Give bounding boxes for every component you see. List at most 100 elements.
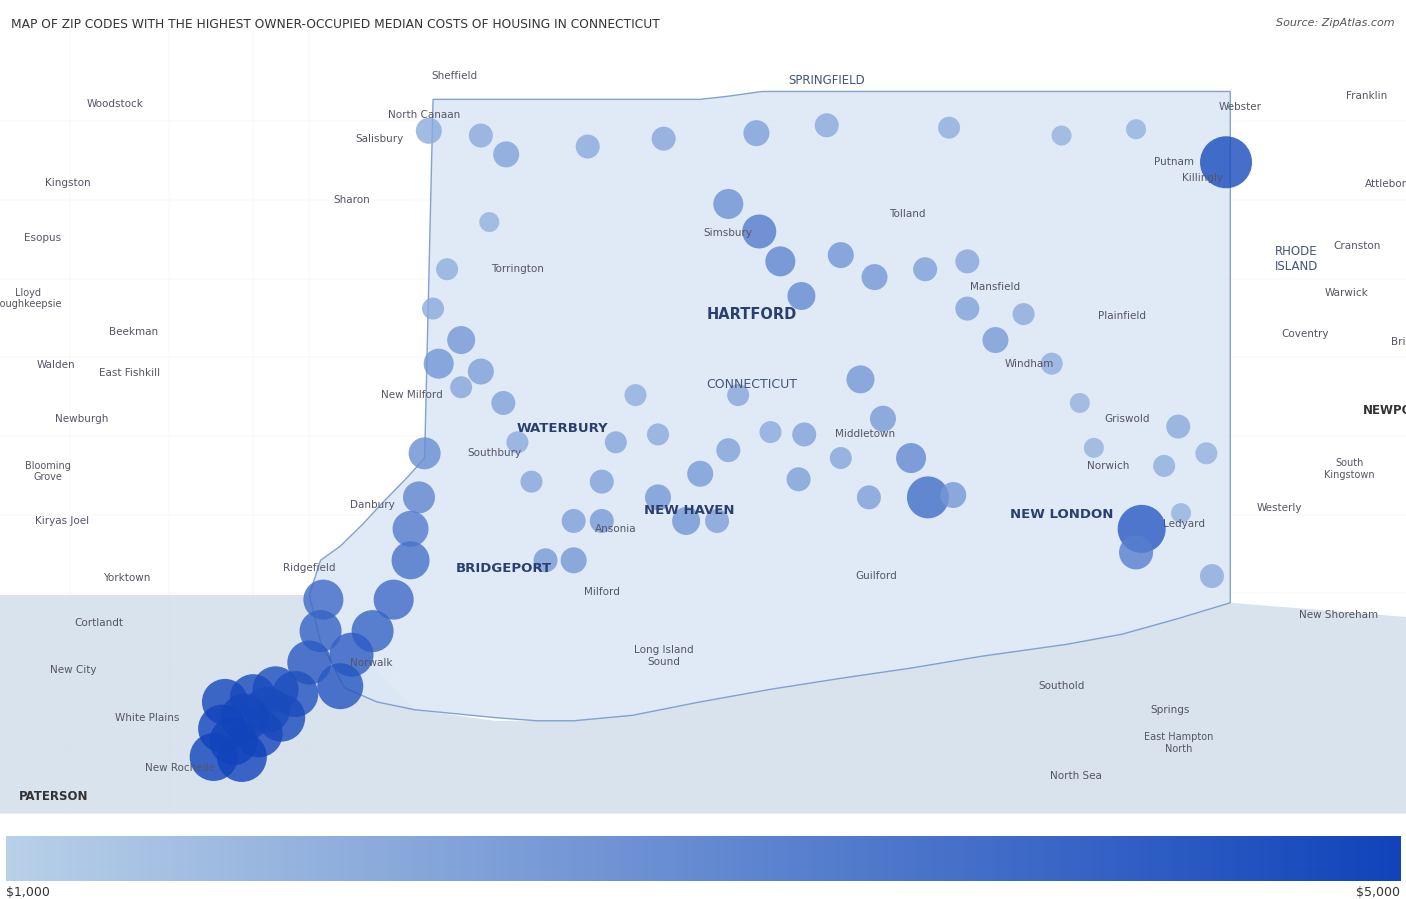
Ellipse shape: [828, 242, 853, 268]
Ellipse shape: [941, 482, 966, 508]
Ellipse shape: [217, 732, 267, 782]
Ellipse shape: [491, 391, 516, 415]
Text: Middletown: Middletown: [835, 430, 894, 440]
Text: Southold: Southold: [1039, 681, 1084, 691]
Ellipse shape: [221, 694, 269, 742]
Text: Kingston: Kingston: [45, 178, 90, 188]
Text: Cortlandt: Cortlandt: [75, 619, 122, 628]
Ellipse shape: [299, 610, 342, 652]
Text: Source: ZipAtlas.com: Source: ZipAtlas.com: [1277, 18, 1395, 28]
Ellipse shape: [436, 258, 458, 280]
Ellipse shape: [231, 674, 276, 720]
Ellipse shape: [416, 118, 441, 144]
Text: Mansfield: Mansfield: [970, 281, 1021, 291]
Text: North Sea: North Sea: [1050, 770, 1101, 781]
Ellipse shape: [391, 541, 430, 579]
Ellipse shape: [209, 717, 257, 765]
Ellipse shape: [651, 127, 676, 151]
Text: NEW LONDON: NEW LONDON: [1010, 508, 1114, 521]
Ellipse shape: [704, 509, 730, 533]
Ellipse shape: [287, 641, 332, 684]
Text: New Milford: New Milford: [381, 390, 443, 400]
Ellipse shape: [374, 580, 413, 619]
Text: Westerly: Westerly: [1257, 503, 1302, 513]
Ellipse shape: [404, 481, 434, 513]
Ellipse shape: [1201, 137, 1251, 188]
Text: WATERBURY: WATERBURY: [516, 422, 609, 434]
Ellipse shape: [1166, 414, 1191, 439]
Ellipse shape: [1195, 442, 1218, 464]
Ellipse shape: [257, 694, 305, 742]
Text: Warwick: Warwick: [1324, 288, 1369, 298]
Text: Cranston: Cranston: [1333, 241, 1381, 251]
Text: Putnam: Putnam: [1154, 157, 1194, 167]
Text: NEWPOR: NEWPOR: [1362, 405, 1406, 417]
Text: PATERSON: PATERSON: [18, 790, 89, 803]
Text: MAP OF ZIP CODES WITH THE HIGHEST OWNER-OCCUPIED MEDIAN COSTS OF HOUSING IN CONN: MAP OF ZIP CODES WITH THE HIGHEST OWNER-…: [11, 18, 659, 31]
Text: Windham: Windham: [1004, 359, 1054, 369]
Text: Long Island
Sound: Long Island Sound: [634, 645, 693, 667]
Text: East Fishkill: East Fishkill: [98, 368, 160, 378]
Text: Milford: Milford: [583, 587, 620, 597]
Text: Yorktown: Yorktown: [103, 573, 150, 583]
Ellipse shape: [235, 709, 283, 757]
Ellipse shape: [787, 282, 815, 310]
Ellipse shape: [912, 257, 938, 281]
Ellipse shape: [1040, 352, 1063, 375]
Text: Guilford: Guilford: [855, 571, 897, 581]
Ellipse shape: [520, 471, 543, 493]
Ellipse shape: [468, 359, 494, 385]
Ellipse shape: [862, 264, 887, 290]
Text: Lloyd
Poughkeepsie: Lloyd Poughkeepsie: [0, 288, 62, 309]
Text: $5,000: $5,000: [1357, 886, 1400, 899]
Ellipse shape: [896, 443, 927, 473]
Ellipse shape: [494, 141, 519, 167]
Ellipse shape: [907, 476, 949, 519]
Text: Southbury: Southbury: [468, 449, 522, 458]
Ellipse shape: [814, 113, 839, 138]
Text: Salisbury: Salisbury: [356, 134, 404, 144]
Polygon shape: [309, 92, 1230, 721]
Ellipse shape: [1084, 438, 1104, 458]
Text: Danbury: Danbury: [350, 500, 395, 511]
Text: Sheffield: Sheffield: [432, 71, 477, 81]
Text: Norwich: Norwich: [1087, 461, 1129, 471]
Text: Franklin: Franklin: [1346, 91, 1388, 102]
Ellipse shape: [329, 633, 374, 677]
Text: New Rochelle: New Rochelle: [145, 763, 215, 773]
Text: Ansonia: Ansonia: [595, 524, 637, 534]
Ellipse shape: [422, 298, 444, 319]
Ellipse shape: [198, 705, 246, 752]
Ellipse shape: [253, 666, 298, 712]
Text: Springs: Springs: [1150, 705, 1189, 715]
Text: Webster: Webster: [1219, 102, 1261, 112]
Ellipse shape: [765, 246, 796, 276]
Ellipse shape: [318, 663, 363, 709]
Text: Kiryas Joel: Kiryas Joel: [35, 516, 89, 526]
Ellipse shape: [727, 384, 749, 406]
Ellipse shape: [423, 349, 454, 378]
Text: RHODE
ISLAND: RHODE ISLAND: [1275, 245, 1317, 273]
Ellipse shape: [561, 509, 586, 533]
Text: East Hampton
North: East Hampton North: [1143, 732, 1213, 753]
Ellipse shape: [1052, 126, 1071, 146]
Ellipse shape: [983, 327, 1008, 353]
Ellipse shape: [1119, 536, 1153, 569]
Ellipse shape: [1070, 393, 1090, 413]
Text: $1,000: $1,000: [6, 886, 49, 899]
Ellipse shape: [938, 117, 960, 138]
Ellipse shape: [190, 733, 238, 781]
Ellipse shape: [589, 469, 614, 494]
Ellipse shape: [1012, 303, 1035, 325]
Text: Torrington: Torrington: [491, 264, 544, 274]
Ellipse shape: [506, 432, 529, 453]
Text: New Shoreham: New Shoreham: [1299, 610, 1378, 620]
Ellipse shape: [647, 423, 669, 445]
Ellipse shape: [713, 189, 744, 219]
Ellipse shape: [1126, 120, 1146, 139]
Ellipse shape: [645, 485, 671, 511]
Ellipse shape: [846, 365, 875, 394]
Ellipse shape: [447, 326, 475, 354]
Text: HARTFORD: HARTFORD: [707, 307, 797, 322]
Ellipse shape: [589, 509, 614, 533]
